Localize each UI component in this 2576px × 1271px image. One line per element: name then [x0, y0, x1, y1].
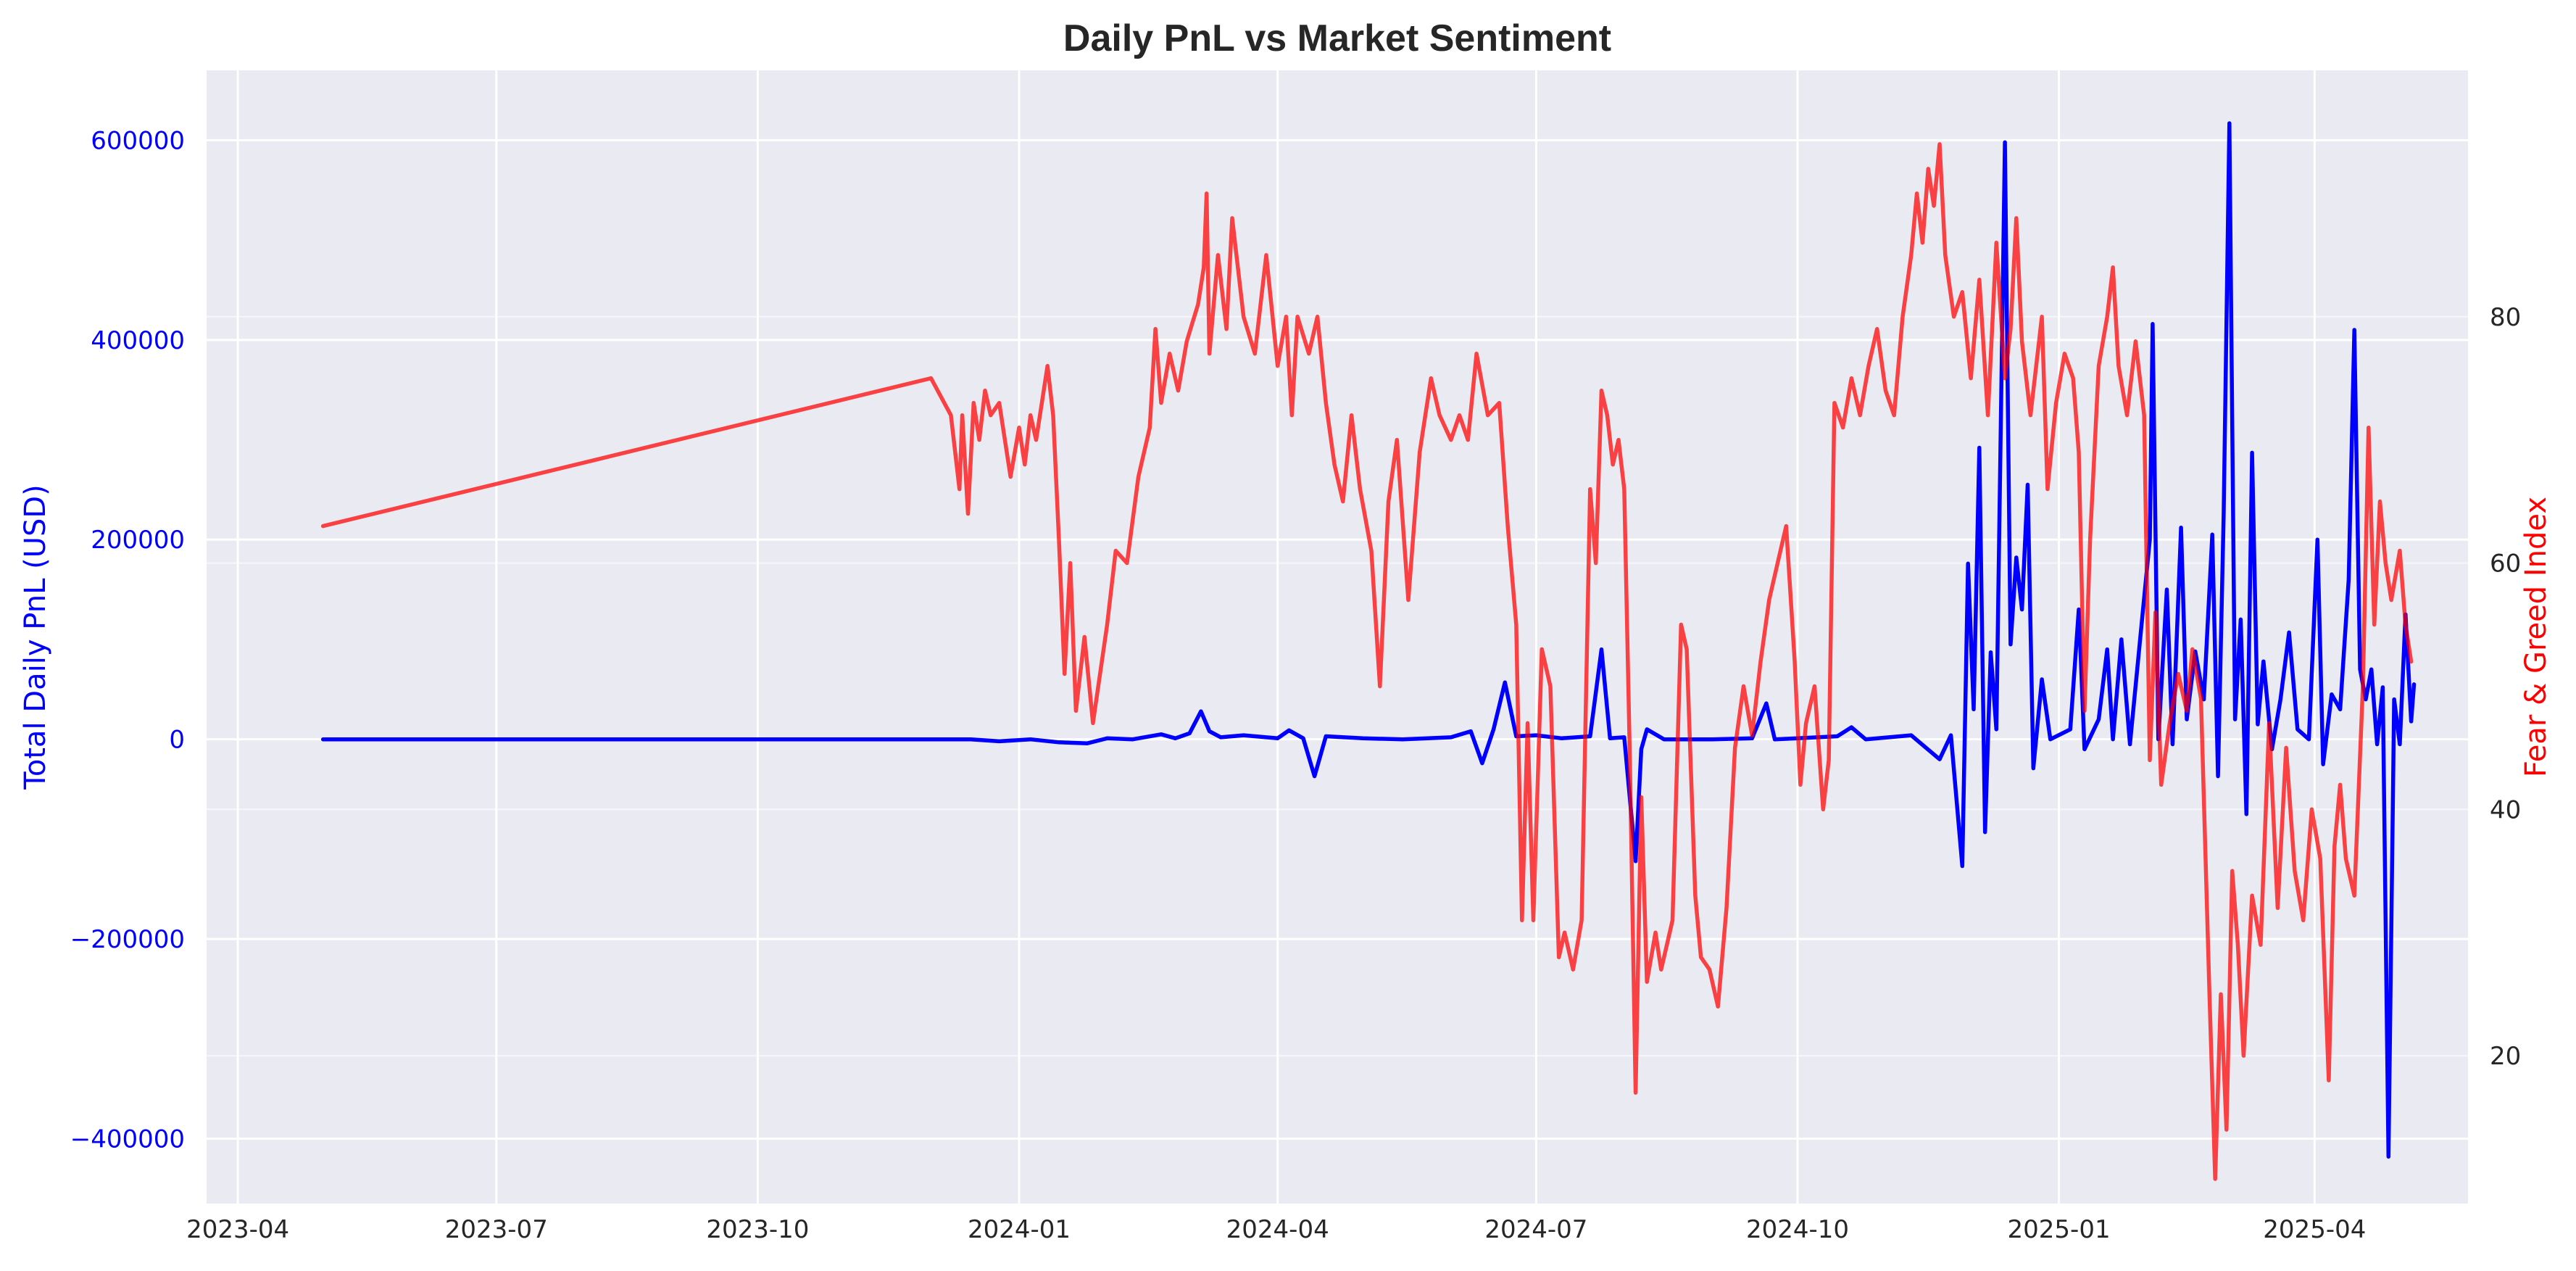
right-y-tick-label: 40	[2490, 795, 2521, 824]
x-tick-label: 2024-07	[1484, 1215, 1587, 1244]
left-y-tick-label: 400000	[91, 326, 185, 355]
right-y-tick-label: 60	[2490, 550, 2521, 579]
pnl-line	[320, 121, 2417, 1159]
right-y-axis-label: Fear & Greed Index	[2519, 497, 2553, 777]
left-y-tick-labels: −400000 −200000 0 200000 400000 600000	[70, 126, 185, 1154]
x-tick-label: 2023-10	[706, 1215, 809, 1244]
fear-greed-series	[320, 142, 2414, 1181]
left-y-axis-label: Total Daily PnL (USD)	[19, 484, 52, 790]
right-y-tick-label: 80	[2490, 303, 2521, 332]
x-tick-label: 2025-01	[2008, 1215, 2111, 1244]
x-tick-label: 2024-04	[1226, 1215, 1329, 1244]
right-y-tick-labels: 20 40 60 80	[2490, 303, 2521, 1071]
x-tick-label: 2024-10	[1746, 1215, 1849, 1244]
left-y-tick-label: 200000	[91, 526, 185, 555]
x-tick-labels: 2023-04 2023-07 2023-10 2024-01 2024-04 2024-…	[186, 1215, 2366, 1244]
fear-greed-line	[320, 142, 2414, 1181]
x-tick-label: 2023-07	[445, 1215, 548, 1244]
left-y-tick-label: 0	[169, 726, 185, 755]
left-y-tick-label: 600000	[91, 126, 185, 155]
x-tick-label: 2025-04	[2263, 1215, 2366, 1244]
x-tick-label: 2023-04	[186, 1215, 289, 1244]
left-y-tick-label: −400000	[70, 1125, 185, 1154]
pnl-series	[320, 121, 2417, 1159]
plot-area	[207, 70, 2468, 1204]
x-tick-label: 2024-01	[968, 1215, 1071, 1244]
right-y-tick-label: 20	[2490, 1042, 2521, 1071]
chart-title: Daily PnL vs Market Sentiment	[1063, 17, 1611, 59]
left-y-tick-label: −200000	[70, 925, 185, 954]
